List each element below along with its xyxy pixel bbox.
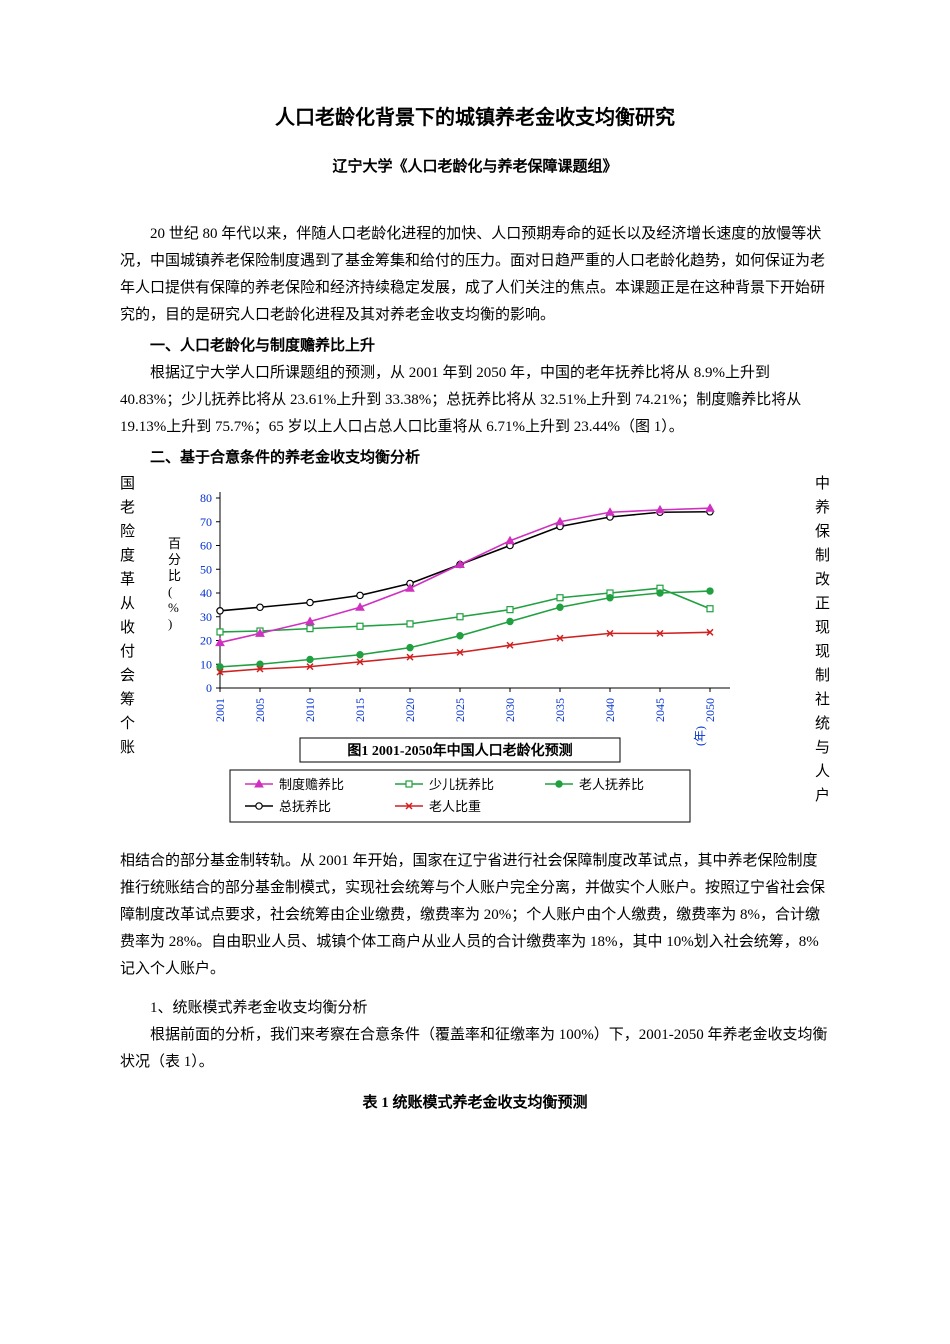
svg-text:2045: 2045 [653,698,667,722]
svg-text:少儿抚养比: 少儿抚养比 [429,777,494,792]
svg-text:%: % [168,600,179,615]
after-chart-paragraph: 相结合的部分基金制转轨。从 2001 年开始，国家在辽宁省进行社会保障制度改革试… [120,848,830,983]
svg-text:2015: 2015 [353,698,367,722]
subsection-1-line-2: 根据前面的分析，我们来考察在合意条件（覆盖率和征缴率为 100%）下，2001-… [120,1022,830,1076]
svg-text:(年): (年) [693,726,707,746]
svg-text:10: 10 [200,657,212,671]
svg-text:(: ( [168,584,172,599]
svg-text:2005: 2005 [253,698,267,722]
svg-text:2001: 2001 [213,698,227,722]
svg-text:2025: 2025 [453,698,467,722]
figure-1-chart: 0102030405060708020012005201020152020202… [150,478,800,838]
svg-text:老人抚养比: 老人抚养比 [579,777,644,792]
svg-text:): ) [168,616,172,631]
svg-text:0: 0 [206,681,212,695]
wrap-text-left-column: 国老险度革从收付会筹个账 [120,472,135,760]
chart-svg: 0102030405060708020012005201020152020202… [150,478,750,838]
svg-text:2040: 2040 [603,698,617,722]
svg-text:2020: 2020 [403,698,417,722]
svg-text:50: 50 [200,562,212,576]
svg-text:比: 比 [168,568,181,583]
section-1-heading: 一、人口老龄化与制度赡养比上升 [120,333,830,360]
section-2-heading: 二、基于合意条件的养老金收支均衡分析 [120,445,830,472]
svg-text:80: 80 [200,491,212,505]
chart-wrap-block: 国老险度革从收付会筹个账 中养保制改正现现制社统与人户 010203040506… [120,472,830,848]
section-1-paragraph: 根据辽宁大学人口所课题组的预测，从 2001 年到 2050 年，中国的老年抚养… [120,360,830,441]
page-subtitle: 辽宁大学《人口老龄化与养老保障课题组》 [120,154,830,181]
svg-text:2030: 2030 [503,698,517,722]
svg-text:百: 百 [168,536,181,551]
svg-text:总抚养比: 总抚养比 [279,799,331,814]
svg-text:30: 30 [200,610,212,624]
svg-text:老人比重: 老人比重 [429,799,481,814]
svg-text:70: 70 [200,515,212,529]
svg-text:分: 分 [168,552,181,567]
svg-text:2035: 2035 [553,698,567,722]
svg-text:40: 40 [200,586,212,600]
svg-text:20: 20 [200,634,212,648]
svg-text:60: 60 [200,539,212,553]
intro-paragraph: 20 世纪 80 年代以来，伴随人口老龄化进程的加快、人口预期寿命的延长以及经济… [120,221,830,329]
page-title: 人口老龄化背景下的城镇养老金收支均衡研究 [120,100,830,136]
svg-text:制度赡养比: 制度赡养比 [279,777,344,792]
svg-text:2010: 2010 [303,698,317,722]
svg-text:图1 2001-2050年中国人口老龄化预测: 图1 2001-2050年中国人口老龄化预测 [347,742,572,759]
subsection-1-line-1: 1、统账模式养老金收支均衡分析 [120,995,830,1022]
table-1-caption: 表 1 统账模式养老金收支均衡预测 [120,1090,830,1117]
wrap-text-right-column: 中养保制改正现现制社统与人户 [815,472,830,808]
svg-text:2050: 2050 [703,698,717,722]
